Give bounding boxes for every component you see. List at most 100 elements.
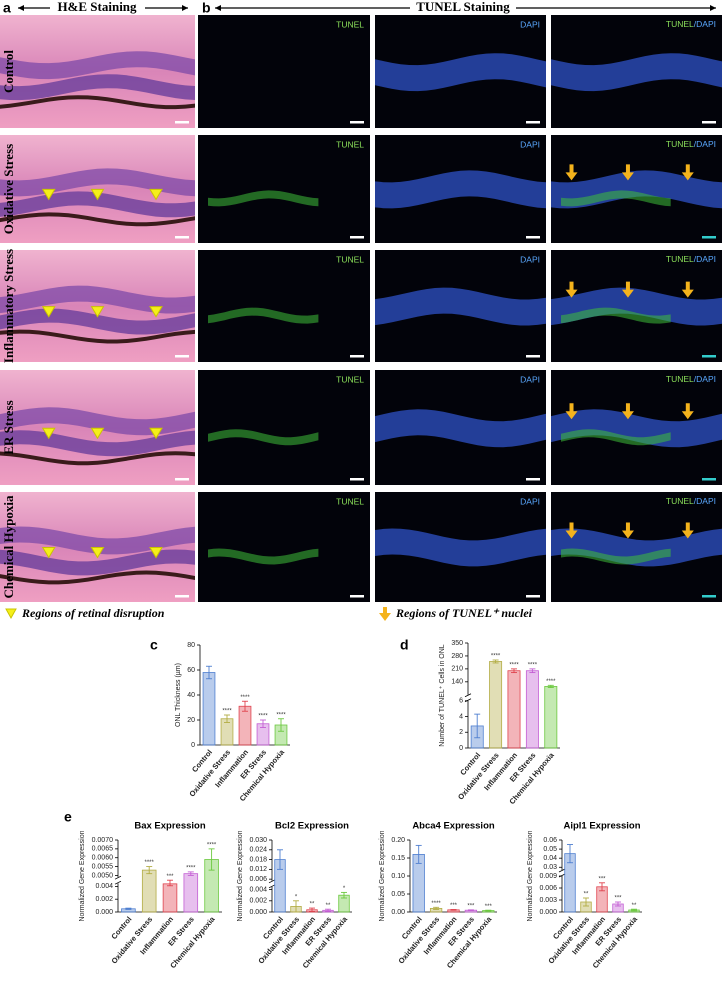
error-bar	[615, 901, 621, 907]
error-bar	[567, 844, 573, 864]
error-bar	[415, 844, 422, 864]
disruption-marker	[149, 188, 163, 201]
y-axis-label: Normalized Gene Expression	[79, 830, 86, 921]
tunel-arrow	[681, 281, 694, 298]
error-bar	[583, 897, 589, 907]
row-label: ER Stress	[1, 400, 16, 454]
he-rpe	[0, 329, 195, 344]
tunel-band	[561, 429, 671, 446]
dapi-band	[551, 53, 722, 92]
disruption-marker	[149, 547, 163, 559]
significance: **	[326, 903, 331, 909]
tunel-band	[561, 307, 671, 324]
scale-bar	[702, 595, 716, 598]
y-tick-label: 0.04	[543, 855, 557, 862]
tunel-band	[561, 190, 671, 207]
y-tick-label: 0.012	[249, 866, 267, 873]
significance: ****	[258, 714, 268, 720]
error-bar	[146, 866, 153, 875]
channel-label: TUNEL	[336, 496, 364, 506]
dapi-band	[375, 170, 546, 209]
tunel-band	[208, 429, 319, 446]
y-axis-label: Number of TUNEL⁺ Cells in ONL	[439, 644, 446, 746]
significance: ****	[491, 654, 501, 660]
arrow-head	[182, 5, 188, 11]
significance: ****	[240, 695, 250, 701]
scale-bar	[175, 121, 189, 124]
y-tick-label: 0.06	[543, 837, 557, 844]
disruption-marker	[41, 188, 56, 201]
channel-label: DAPI	[520, 496, 540, 506]
dapi-band	[551, 409, 722, 448]
error-bar	[529, 668, 536, 674]
error-bar	[293, 900, 299, 913]
y-axis-label: Normalized Gene Expression	[379, 830, 386, 921]
fluorescence-image	[198, 370, 370, 485]
y-tick-label: 2	[459, 729, 463, 736]
tunel-arrow	[681, 164, 694, 181]
significance: **	[310, 902, 315, 908]
merge-label: TUNEL/DAPI	[666, 139, 716, 149]
significance: ****	[528, 662, 538, 668]
disruption-marker	[90, 188, 105, 201]
disruption-marker	[149, 427, 163, 440]
merge-label: TUNEL/DAPI	[666, 374, 716, 384]
y-axis-label: ONL Thickness (µm)	[175, 663, 182, 727]
panel-letter: a	[3, 0, 11, 16]
axis-break	[114, 880, 122, 885]
scale-bar	[175, 355, 189, 358]
merge-part: TUNEL	[666, 374, 694, 384]
row-label: Oxidative Stress	[1, 144, 16, 234]
y-tick-label: 0.000	[539, 909, 557, 916]
scale-bar	[175, 236, 189, 239]
merge-part: /DAPI	[694, 139, 716, 149]
chart-title: Bcl2 Expression	[275, 821, 349, 832]
y-tick-label: 6	[459, 698, 463, 705]
y-tick-label: 0.05	[391, 891, 405, 898]
panel-letter: c	[150, 637, 158, 653]
error-bar	[485, 909, 492, 912]
merge-part: TUNEL	[666, 254, 694, 264]
scale-bar	[702, 236, 716, 239]
y-tick-label: 0.004	[249, 886, 267, 893]
he-rpe	[0, 212, 195, 227]
y-tick-label: 0.0065	[92, 846, 114, 853]
error-bar	[125, 907, 132, 910]
disruption-marker	[90, 427, 105, 440]
significance: ***	[485, 904, 493, 910]
panel-title: TUNEL Staining	[416, 0, 510, 14]
y-tick-label: 4	[459, 713, 463, 720]
y-tick-label: 0.006	[539, 885, 557, 892]
error-bar	[467, 909, 474, 912]
channel-label: TUNEL	[336, 254, 364, 264]
axis-break	[558, 873, 566, 878]
significance: *	[295, 894, 298, 900]
error-bar	[547, 684, 554, 688]
scale-bar	[175, 478, 189, 481]
y-tick-label: 0.002	[249, 898, 267, 905]
merge-part: TUNEL	[666, 19, 694, 29]
he-rpe	[0, 95, 195, 110]
fluorescence-image	[198, 250, 370, 362]
he-rpe	[0, 451, 195, 466]
y-tick-label: 0.03	[543, 864, 557, 871]
error-bar	[433, 906, 440, 910]
error-bar	[325, 908, 331, 912]
significance: ****	[145, 860, 155, 866]
channel-label: TUNEL	[336, 139, 364, 149]
scale-bar	[702, 121, 716, 124]
y-tick-label: 0.0055	[92, 863, 114, 870]
error-bar	[278, 718, 284, 732]
panel-letter: d	[400, 637, 409, 653]
merge-label: TUNEL/DAPI	[666, 496, 716, 506]
channel-label: DAPI	[520, 19, 540, 29]
axis-break	[558, 868, 566, 873]
significance: **	[632, 903, 637, 909]
scale-bar	[350, 595, 364, 598]
disruption-marker	[90, 547, 105, 559]
scale-bar	[702, 355, 716, 358]
y-tick-label: 280	[451, 653, 463, 660]
error-bar	[224, 714, 230, 723]
channel-label: DAPI	[520, 374, 540, 384]
